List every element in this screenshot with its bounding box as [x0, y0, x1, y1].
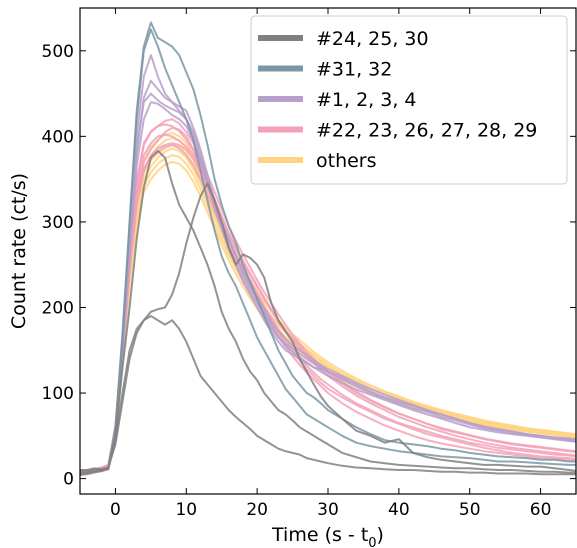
y-tick-label-4: 400	[42, 127, 74, 147]
legend: #24, 25, 30 #31, 32 #1, 2, 3, 4 #22, 23, 26…	[250, 15, 568, 185]
x-tick-label-2: 20	[246, 500, 268, 520]
series-line-g2-c3	[80, 101, 576, 476]
y-tick-label-3: 300	[42, 213, 74, 233]
legend-label-1: #31, 32	[316, 59, 392, 81]
x-tick-label-4: 40	[388, 500, 410, 520]
x-tick-label-6: 60	[530, 500, 552, 520]
legend-label-0: #24, 25, 30	[316, 28, 429, 50]
light-curves	[80, 21, 576, 477]
legend-box	[250, 15, 568, 185]
x-tick-label-0: 0	[110, 500, 121, 520]
x-axis-label: Time (s - t0)	[271, 524, 384, 548]
y-tick-label-0: 0	[63, 470, 74, 490]
x-tick-label-1: 10	[175, 500, 197, 520]
y-tick-label-1: 100	[42, 384, 74, 404]
legend-label-3: #22, 23, 26, 27, 28, 29	[316, 120, 537, 142]
series-line-g3-c3	[80, 133, 576, 473]
legend-label-4: others	[316, 150, 377, 172]
x-tick-label-3: 30	[317, 500, 339, 520]
series-line-g3-c4	[80, 142, 576, 475]
x-tick-label-5: 50	[459, 500, 481, 520]
series-line-g0-c2	[80, 315, 576, 476]
y-tick-label-2: 200	[42, 298, 74, 318]
series-line-g1-c1	[80, 21, 576, 475]
series-line-g3-c5	[80, 123, 576, 472]
y-tick-label-5: 500	[42, 42, 74, 62]
axis-ticks: 0 10 20 30 40 50 60 0 100 200 300 400 500	[42, 8, 576, 520]
y-axis-label: Count rate (ct/s)	[8, 173, 30, 329]
series-line-g0-c1	[80, 149, 576, 476]
legend-label-2: #1, 2, 3, 4	[316, 89, 417, 111]
